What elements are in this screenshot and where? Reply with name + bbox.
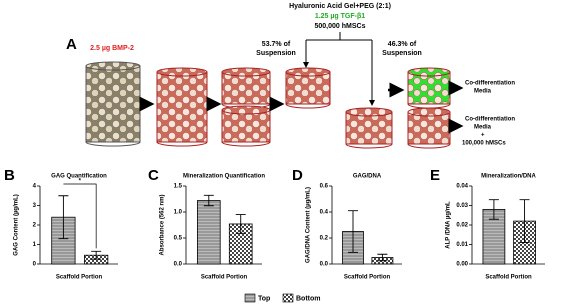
media-bottom: 100,000 hMSCs [462,141,506,147]
error-bar [235,214,246,234]
y-tick-label: 0.2 [320,236,329,242]
cylinder-bottom [156,141,208,147]
cylinder-top [221,67,271,77]
significance-bracket [63,183,97,249]
cylinder-top [85,61,141,71]
y-axis-label: Absorbance (562 nm) [160,194,166,255]
error-bar [91,250,102,260]
y-tick-label: 0.4 [320,210,329,216]
y-axis-label: ALP /DNA µg/mL [446,201,452,249]
charts: B GAG Quantification GAG Content (µg/mL) Sc… [4,167,545,302]
split-right: Suspension [382,50,422,57]
cylinder-top [221,105,271,115]
split-left: 53.7% of [262,41,291,48]
cylinder [156,71,208,143]
split-left: Suspension [256,50,296,57]
cylinder [221,109,271,143]
split-bracket [305,32,373,104]
cylinder [285,71,331,105]
error-bar [203,194,214,207]
y-tick-label: 0.01 [456,242,468,248]
cylinder-bottom [85,141,141,147]
y-tick-label: 2 [33,223,37,229]
media-bottom: + [481,133,485,139]
y-tick-label: 0.02 [456,223,468,229]
y-tick-label: 0.6 [320,184,329,190]
error-bar [377,253,388,262]
y-tick-label: 0.0 [174,262,183,268]
cylinder-top [345,107,393,117]
cylinder-bottom [345,143,393,149]
cylinder-bottom [407,103,451,109]
x-axis-label: Scaffold Portion [485,275,532,281]
chart-title: GAG Quantification [51,174,107,180]
y-tick-label: 0 [33,262,37,268]
chart-title: Mineralization/DNA [481,174,536,180]
bar [196,200,221,265]
panel-letter: A [66,36,77,53]
x-axis-label: Scaffold Portion [201,275,248,281]
cylinder-bottom [285,103,331,109]
legend-label: Bottom [296,295,321,302]
media-top: Co-differentiation [465,81,515,87]
error-bar [519,199,530,243]
y-tick-label: 3 [33,203,37,209]
y-tick-label: 4 [33,184,37,190]
cylinder [407,71,451,105]
y-tick-label: 0.04 [456,184,468,190]
cylinder [407,111,451,145]
error-bar [348,210,358,253]
cylinder [85,65,141,143]
y-axis-label: GAG Content (µg/mL) [14,194,20,255]
tgf-label: 1.25 µg TGF-β1 [315,13,365,20]
media-bottom: Media [474,125,492,131]
cylinder-top [407,107,451,117]
legend-swatch [244,293,256,303]
schematic [85,32,464,149]
cylinder [345,111,393,145]
media-top: Media [474,89,492,95]
panel-letter: B [4,167,15,184]
panel-letter: D [292,167,303,184]
y-axis-label: GAG/DNA Content (µg/mL) [306,187,312,263]
media-bottom: Co-differentiation [465,117,515,123]
cells-label: 500,000 hMSCs [315,23,366,30]
cylinder [221,71,271,105]
cylinder-bottom [407,143,451,149]
panel-letter: E [430,167,440,184]
legend-swatch [282,293,294,303]
error-bar [488,199,499,220]
cylinder-bottom [221,141,271,147]
y-tick-label: 1 [33,242,37,248]
x-axis-label: Scaffold Portion [56,275,103,281]
significance-label: * [79,179,82,185]
split-right: 46.3% of [388,41,417,48]
y-tick-label: 0.03 [456,203,468,209]
x-axis-label: Scaffold Portion [344,275,391,281]
y-tick-label: 0.0 [320,262,329,268]
cylinder-top [285,67,331,77]
panel-letter: C [148,167,159,184]
y-tick-label: 0.00 [456,262,468,268]
error-bar [58,195,69,240]
cylinder-top [407,67,451,77]
chart-title: Mineralization Quantification [183,174,265,180]
cylinder-top [156,67,208,77]
legend-label: Top [258,295,270,302]
bmp-label: 2.5 µg BMP-2 [90,45,134,52]
chart-title: GAG/DNA [353,174,382,180]
y-tick-label: 0.5 [174,236,183,242]
y-tick-label: 1.0 [174,210,183,216]
y-tick-label: 1.5 [174,184,183,190]
gel-label: Hyaluronic Acid Gel+PEG (2:1) [289,3,391,10]
